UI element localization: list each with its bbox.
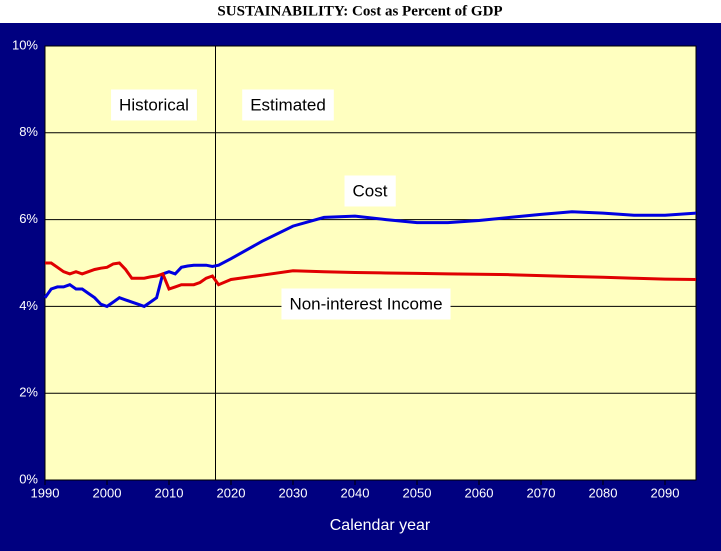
y-tick-label: 8% [19,124,38,139]
x-tick-label: 2000 [93,485,122,500]
series-label-box [344,175,396,207]
x-tick-label: 2050 [403,485,432,500]
series-line [45,261,697,291]
series-line [43,210,697,309]
annotation-box [242,89,334,121]
x-tick-label: 2030 [279,485,308,500]
x-tick-label: 1990 [31,485,60,500]
x-tick-label: 2010 [155,485,184,500]
series-label: Cost [353,181,388,200]
x-tick-label: 2090 [651,485,680,500]
series-label-box [281,288,451,320]
x-tick-label: 2060 [465,485,494,500]
chart-title: SUSTAINABILITY: Cost as Percent of GDP [217,3,502,19]
annotation-box [111,89,197,121]
x-tick-label: 2080 [589,485,618,500]
x-tick-label: 2040 [341,485,370,500]
series-label: Non-interest Income [289,294,442,313]
x-tick-label: 2020 [217,485,246,500]
annotation: Estimated [250,95,326,114]
x-tick-label: 2070 [527,485,556,500]
annotation: Historical [119,95,189,114]
y-tick-label: 6% [19,211,38,226]
y-tick-label: 0% [19,471,38,486]
y-tick-label: 2% [19,385,38,400]
y-tick-label: 4% [19,298,38,313]
y-tick-label: 10% [12,37,38,52]
x-axis-label: Calendar year [330,517,431,534]
